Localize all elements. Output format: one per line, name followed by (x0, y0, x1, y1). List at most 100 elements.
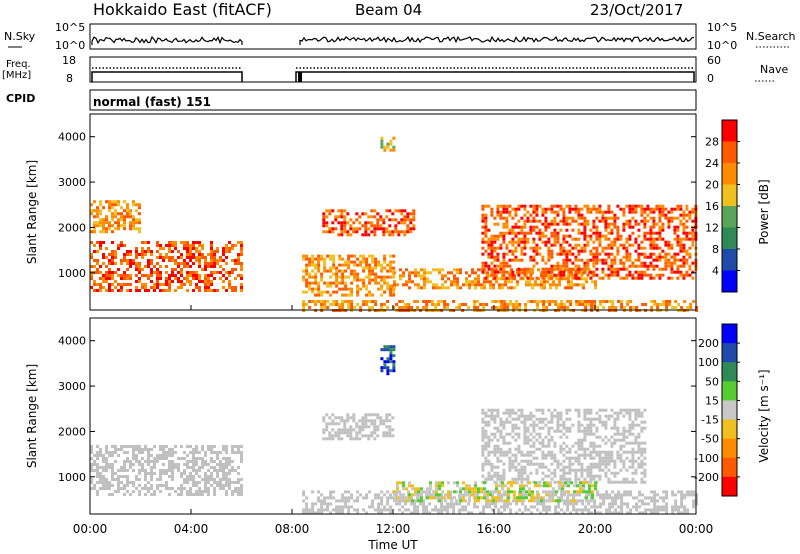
heatmap-cell (525, 274, 528, 278)
heatmap-cell (514, 207, 518, 211)
heatmap-cell (667, 258, 671, 262)
heatmap-cell (616, 414, 620, 418)
heatmap-cell (486, 496, 489, 500)
heatmap-cell (525, 496, 528, 500)
heatmap-cell (406, 212, 410, 216)
heatmap-cell (517, 435, 521, 439)
heatmap-cell (601, 276, 605, 280)
heatmap-cell (341, 281, 345, 285)
heatmap-cell (222, 484, 225, 487)
heatmap-cell (611, 300, 615, 303)
heatmap-cell (604, 471, 608, 475)
heatmap-cell (649, 255, 653, 259)
heatmap-cell (503, 303, 507, 306)
heatmap-cell (368, 290, 372, 294)
heatmap-cell (308, 511, 312, 515)
heatmap-cell (568, 429, 572, 433)
heatmap-cell (453, 274, 456, 278)
heatmap-cell (423, 271, 426, 275)
heatmap-cell (189, 250, 192, 253)
heatmap-cell (234, 445, 237, 448)
heatmap-cell (216, 475, 219, 478)
heatmap-cell (228, 241, 231, 244)
heatmap-cell (382, 227, 386, 231)
heatmap-cell (420, 493, 423, 497)
heatmap-cell (628, 210, 632, 214)
heatmap-cell (601, 246, 605, 250)
heatmap-cell (679, 264, 683, 268)
heatmap-cell (614, 493, 618, 497)
heatmap-cell (129, 466, 132, 469)
heatmap-cell (114, 460, 117, 463)
heatmap-cell (646, 267, 650, 271)
heatmap-cell (447, 481, 450, 485)
heatmap-cell (395, 490, 399, 494)
heatmap-cell (556, 417, 560, 421)
heatmap-cell (201, 280, 204, 283)
heatmap-cell (356, 293, 360, 297)
heatmap-cell (361, 224, 365, 228)
heatmap-cell (426, 496, 429, 500)
heatmap-cell (240, 484, 243, 487)
heatmap-cell (462, 283, 465, 287)
heatmap-cell (525, 283, 528, 287)
heatmap-cell (559, 276, 563, 280)
heatmap-cell (380, 278, 384, 282)
heatmap-cell (625, 219, 629, 223)
heatmap-cell (123, 271, 126, 274)
heatmap-cell (514, 240, 518, 244)
heatmap-cell (637, 222, 641, 226)
heatmap-cell (180, 457, 183, 460)
heatmap-cell (502, 438, 506, 442)
heatmap-cell (195, 247, 198, 250)
heatmap-cell (516, 283, 519, 287)
heatmap-cell (545, 306, 549, 309)
heatmap-cell (177, 277, 180, 280)
heatmap-cell (368, 490, 372, 494)
heatmap-cell (365, 303, 369, 306)
heatmap-cell (605, 496, 609, 500)
heatmap-cell (562, 240, 566, 244)
heatmap-cell (404, 306, 408, 309)
heatmap-cell (586, 423, 590, 427)
heatmap-cell (677, 508, 681, 512)
heatmap-cell (204, 472, 207, 475)
heatmap-cell (535, 213, 539, 217)
heatmap-cell (653, 303, 657, 306)
heatmap-cell (477, 283, 480, 287)
heatmap-cell (662, 490, 666, 494)
heatmap-cell (171, 466, 174, 469)
heatmap-cell (517, 243, 521, 247)
heatmap-cell (171, 271, 174, 274)
heatmap-cell (132, 224, 135, 228)
heatmap-cell (506, 303, 510, 306)
heatmap-cell (481, 450, 485, 454)
heatmap-cell (102, 286, 105, 289)
heatmap-cell (567, 490, 570, 494)
heatmap-cell (613, 273, 617, 277)
heatmap-cell (370, 215, 374, 219)
heatmap-cell (554, 508, 558, 512)
heatmap-cell (619, 432, 623, 436)
heatmap-cell (598, 414, 602, 418)
heatmap-cell (688, 213, 692, 217)
heatmap-cell (168, 250, 171, 253)
heatmap-cell (153, 490, 156, 493)
heatmap-cell (90, 445, 93, 448)
heatmap-cell (156, 256, 159, 259)
heatmap-cell (680, 490, 684, 494)
heatmap-cell (574, 210, 578, 214)
heatmap-cell (679, 222, 683, 226)
heatmap-cell (129, 209, 132, 213)
heatmap-cell (531, 490, 534, 494)
heatmap-cell (355, 218, 359, 222)
heatmap-cell (162, 454, 165, 457)
heatmap-cell (519, 484, 522, 488)
heatmap-cell (108, 221, 111, 225)
heatmap-cell (574, 243, 578, 247)
heatmap-cell (529, 267, 533, 271)
heatmap-cell (328, 416, 332, 420)
heatmap-cell (652, 240, 656, 244)
heatmap-cell (634, 270, 638, 274)
heatmap-cell (159, 265, 162, 268)
